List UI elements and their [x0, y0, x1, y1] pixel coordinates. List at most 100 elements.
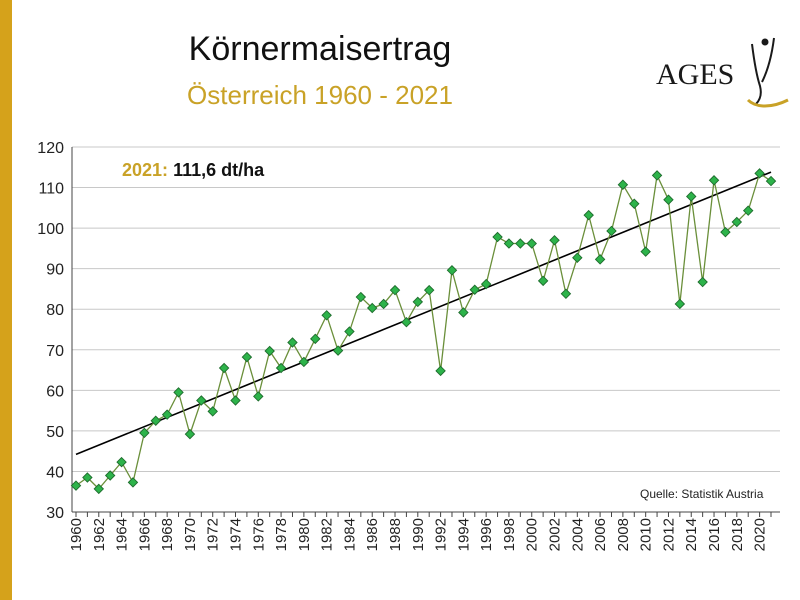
data-point-1989 [401, 316, 412, 328]
y-tick-label: 30 [46, 505, 64, 522]
annotation-value: 111,6 dt/ha [173, 160, 265, 180]
data-point-2001 [537, 275, 549, 287]
data-point-1998 [503, 238, 515, 249]
data-point-1990 [412, 296, 424, 308]
data-point-1968 [161, 409, 173, 420]
data-point-1969 [173, 387, 184, 398]
data-point-2016 [708, 175, 720, 186]
x-tick-label: 1986 [364, 518, 381, 551]
y-tick-label: 90 [46, 262, 64, 279]
logo-text: AGES [656, 58, 735, 91]
ages-logo: AGES [652, 30, 792, 110]
y-tick-labels: 30 40 50 60 70 80 90 100 110 120 [37, 140, 64, 522]
data-point-2012 [663, 194, 674, 205]
y-tick-label: 80 [46, 302, 64, 319]
x-tick-label: 2010 [638, 518, 655, 551]
x-tick-label: 2018 [729, 518, 746, 551]
data-point-1979 [287, 337, 298, 348]
data-point-2019 [742, 205, 754, 216]
chart-canvas: 30 40 50 60 70 80 90 100 110 120 1960 1962 1964 1966… [37, 140, 780, 551]
x-tick-label: 1978 [273, 518, 290, 551]
data-point-1996 [480, 278, 492, 290]
series-line [75, 172, 772, 490]
data-point-1995 [469, 284, 481, 295]
x-tick-label: 1996 [478, 518, 495, 551]
data-point-1974 [230, 395, 241, 406]
chart-subtitle: Österreich 1960 - 2021 [187, 80, 453, 110]
data-point-1976 [253, 391, 264, 402]
x-tick-label: 1974 [228, 518, 245, 551]
x-tick-label: 2004 [569, 518, 586, 551]
x-tick-label: 1980 [296, 518, 313, 551]
y-tick-label: 60 [46, 383, 64, 400]
data-point-1977 [264, 345, 275, 357]
data-point-2013 [674, 298, 686, 310]
x-tick-label: 2006 [592, 518, 609, 551]
data-point-1965 [127, 477, 139, 488]
data-point-1984 [344, 326, 355, 337]
x-tick-label: 1982 [319, 518, 336, 551]
x-tick-label: 2012 [660, 518, 677, 551]
data-point-2011 [651, 170, 663, 181]
data-point-2018 [731, 216, 743, 228]
data-point-1985 [355, 291, 367, 303]
data-point-1972 [207, 406, 218, 417]
data-point-1975 [241, 351, 253, 363]
x-tick-label: 1962 [91, 518, 108, 551]
data-point-2008 [617, 179, 629, 190]
data-point-1983 [332, 345, 344, 356]
y-tick-label: 40 [46, 464, 64, 481]
data-point-1982 [321, 310, 332, 321]
y-tick-label: 70 [46, 343, 64, 360]
trend-layer [75, 171, 772, 456]
y-tick-label: 100 [37, 221, 64, 238]
x-tick-label: 2002 [547, 518, 564, 551]
series-layer [70, 168, 777, 495]
data-point-1978 [275, 362, 287, 374]
x-tick-label: 1994 [455, 518, 472, 551]
data-point-1980 [298, 356, 310, 368]
x-tick-label: 1976 [250, 518, 267, 551]
data-point-2002 [549, 235, 560, 246]
x-tick-label: 1998 [501, 518, 518, 551]
x-tick-label: 1990 [410, 518, 427, 551]
data-point-2017 [720, 226, 731, 238]
x-tick-label: 1968 [159, 518, 176, 551]
annotation-year: 2021: [122, 160, 169, 180]
data-point-1966 [139, 427, 150, 439]
data-point-2009 [629, 198, 640, 210]
x-tick-label: 2020 [752, 518, 769, 551]
x-tick-label: 2008 [615, 518, 632, 551]
side-accent-bar [0, 0, 12, 600]
chart-title: Körnermaisertrag [188, 30, 452, 68]
x-tick-label: 1960 [68, 518, 85, 551]
x-tick-label: 2014 [683, 518, 700, 551]
data-point-2005 [583, 209, 594, 221]
human-figure-icon [746, 37, 789, 108]
x-tick-label: 2016 [706, 518, 723, 551]
data-point-1963 [104, 470, 116, 481]
x-tick-labels: 1960 1962 1964 1966 1968 1970 1972 1974 1976 1978… [68, 518, 769, 551]
x-tick-label: 1964 [114, 518, 131, 551]
x-tick-label: 1992 [433, 518, 450, 551]
data-point-1973 [218, 362, 230, 374]
x-tick-label: 2000 [524, 518, 541, 551]
data-point-1970 [184, 428, 196, 440]
data-point-1962 [93, 483, 105, 495]
data-point-2010 [640, 246, 651, 257]
trend-line [75, 171, 772, 456]
data-point-2020 [754, 168, 765, 179]
x-tick-label: 1966 [136, 518, 153, 551]
data-point-1999 [515, 238, 526, 249]
data-point-1967 [150, 415, 161, 426]
data-point-2021 [765, 175, 777, 187]
x-tick-label: 1988 [387, 518, 404, 551]
data-point-1960 [70, 480, 82, 491]
data-point-2015 [697, 276, 708, 288]
data-point-1988 [389, 284, 401, 296]
data-point-2004 [572, 252, 583, 263]
data-point-1991 [423, 284, 435, 296]
y-tick-label: 50 [46, 424, 64, 441]
data-point-1981 [310, 333, 321, 345]
data-point-1964 [116, 456, 127, 468]
